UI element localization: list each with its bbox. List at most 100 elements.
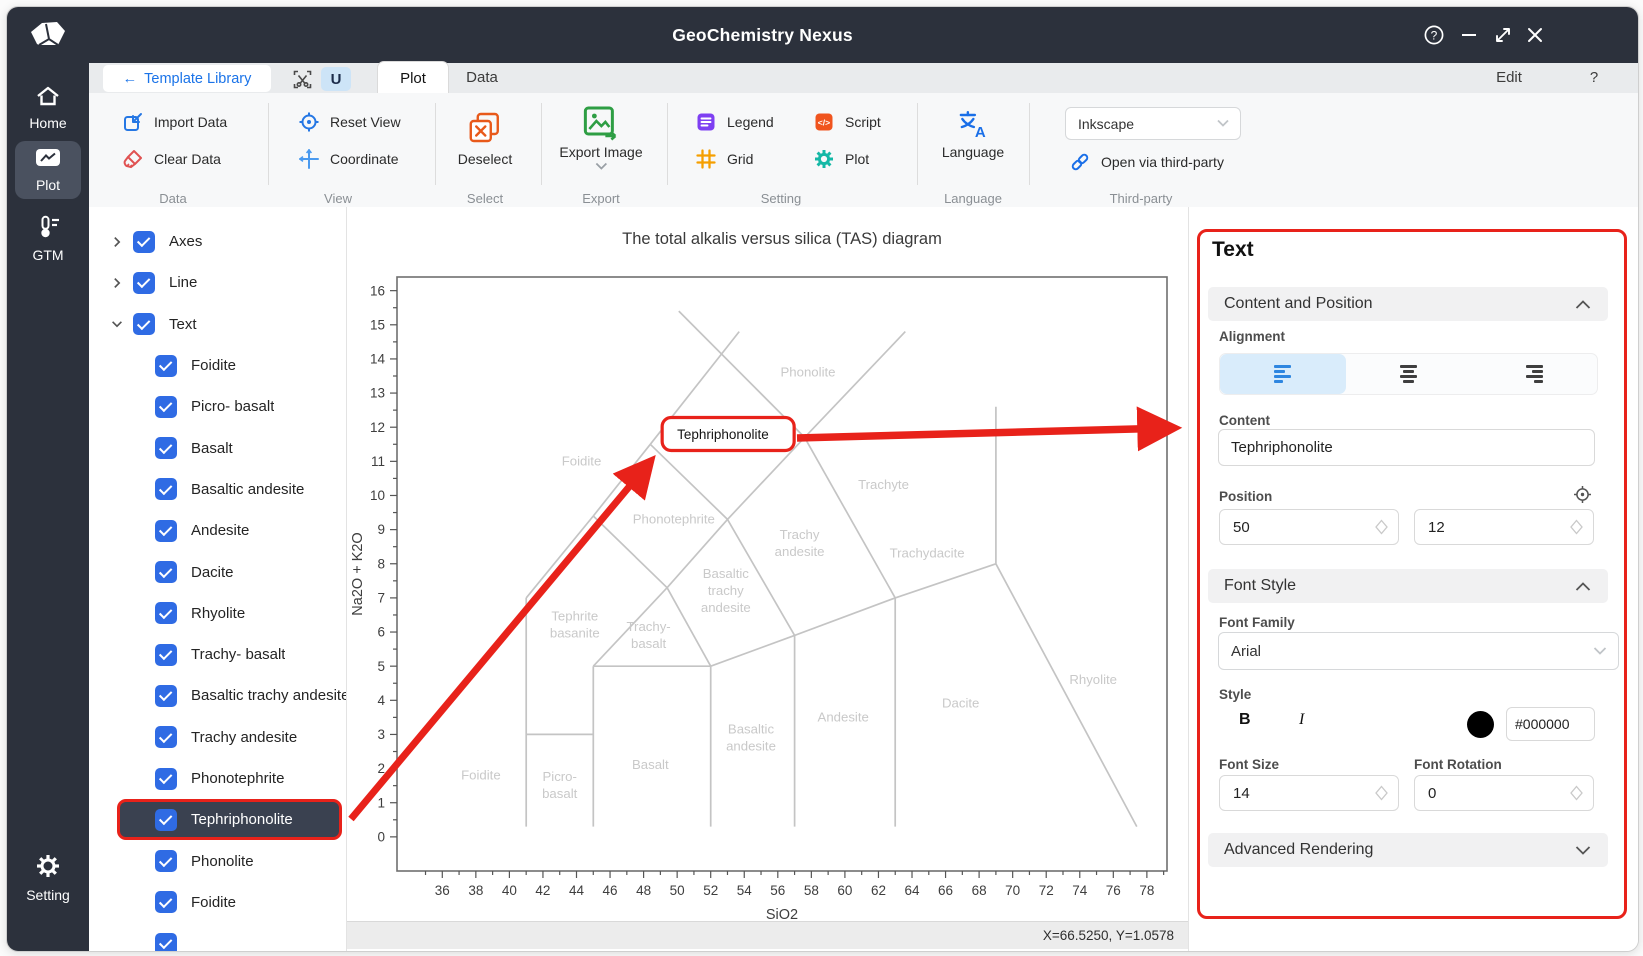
- checkbox-checked-icon[interactable]: [155, 519, 177, 542]
- chevron-right-icon[interactable]: [109, 234, 125, 250]
- sidebar-item-setting[interactable]: Setting: [7, 853, 89, 903]
- checkbox-checked-icon[interactable]: [155, 932, 177, 951]
- sidebar-item-gtm[interactable]: GTM: [7, 215, 89, 263]
- snip-icon[interactable]: [287, 67, 317, 91]
- plot-setting-button[interactable]: Plot: [813, 148, 869, 170]
- minimize-button[interactable]: [1455, 21, 1483, 49]
- checkbox-checked-icon[interactable]: [155, 643, 177, 666]
- bold-button[interactable]: B: [1239, 711, 1251, 728]
- chevron-down-icon[interactable]: [1574, 845, 1592, 856]
- checkbox-checked-icon[interactable]: [155, 891, 177, 914]
- align-center-button[interactable]: [1346, 354, 1472, 394]
- legend-button[interactable]: Legend: [695, 111, 774, 133]
- align-right-button[interactable]: [1471, 354, 1597, 394]
- tree-item-basaltic-andesite[interactable]: Basaltic andesite: [89, 469, 346, 510]
- tree-item-basalt[interactable]: Basalt: [89, 427, 346, 468]
- script-button[interactable]: </> Script: [813, 111, 881, 133]
- chevron-right-icon[interactable]: [109, 275, 125, 291]
- svg-text:38: 38: [468, 883, 483, 898]
- tree-item-text[interactable]: Text: [89, 304, 346, 345]
- tree-item-basaltic-trachy-andesite[interactable]: Basaltic trachy andesite: [89, 675, 346, 716]
- font-family-select[interactable]: Arial: [1218, 632, 1619, 670]
- tree-item-line[interactable]: Line: [89, 262, 346, 303]
- position-x-stepper[interactable]: [1219, 509, 1399, 545]
- section-font-style[interactable]: Font Style: [1208, 569, 1608, 603]
- help-menu[interactable]: ?: [1589, 69, 1599, 86]
- align-right-icon: [1525, 365, 1543, 383]
- tree-item-trachy-basalt[interactable]: Trachy- basalt: [89, 634, 346, 675]
- content-input[interactable]: [1218, 429, 1595, 466]
- checkbox-checked-icon[interactable]: [133, 271, 155, 294]
- coordinate-button[interactable]: Coordinate: [298, 148, 399, 170]
- tree-item-trachy-andesite[interactable]: Trachy andesite: [89, 717, 346, 758]
- position-target-icon[interactable]: [1573, 485, 1592, 509]
- tree-item-axes[interactable]: Axes: [89, 221, 346, 262]
- help-circle-icon[interactable]: ?: [1420, 21, 1448, 49]
- checkbox-checked-icon[interactable]: [155, 808, 177, 831]
- tas-chart[interactable]: The total alkalis versus silica (TAS) di…: [347, 207, 1188, 926]
- tree-item-foidite[interactable]: Foidite: [89, 882, 346, 923]
- edit-menu[interactable]: Edit: [1496, 69, 1522, 86]
- sidebar-item-home[interactable]: Home: [7, 85, 89, 131]
- checkbox-checked-icon[interactable]: [155, 437, 177, 460]
- tree-item-picro-basalt[interactable]: Picro- basalt: [89, 386, 346, 427]
- chevron-up-icon[interactable]: [1574, 581, 1592, 592]
- chevron-down-icon[interactable]: [109, 316, 125, 332]
- magnet-u-button[interactable]: U: [321, 67, 351, 91]
- reset-view-button[interactable]: Reset View: [298, 111, 401, 133]
- svg-text:40: 40: [502, 883, 517, 898]
- checkbox-checked-icon[interactable]: [155, 354, 177, 377]
- third-party-app-select[interactable]: Inkscape: [1065, 107, 1241, 140]
- window-title: GeoChemistry Nexus: [672, 25, 853, 45]
- tree-item-andesite[interactable]: Andesite: [89, 510, 346, 551]
- checkbox-checked-icon[interactable]: [155, 395, 177, 418]
- font-rotation-stepper[interactable]: [1414, 775, 1594, 811]
- color-hex-input[interactable]: [1506, 707, 1595, 741]
- grid-button[interactable]: Grid: [695, 148, 753, 170]
- content-label: Content: [1219, 413, 1270, 428]
- export-image-button[interactable]: Export Image: [559, 105, 643, 170]
- checkbox-checked-icon[interactable]: [155, 684, 177, 707]
- position-y-stepper[interactable]: [1414, 509, 1594, 545]
- checkbox-checked-icon[interactable]: [155, 767, 177, 790]
- maximize-button[interactable]: [1489, 21, 1517, 49]
- font-size-stepper[interactable]: [1219, 775, 1399, 811]
- chevron-down-icon: [595, 162, 607, 170]
- svg-text:Foidite: Foidite: [562, 453, 602, 468]
- italic-button[interactable]: I: [1299, 711, 1305, 728]
- color-swatch[interactable]: [1467, 711, 1494, 738]
- checkbox-checked-icon[interactable]: [133, 313, 155, 336]
- tree-item-phonotephrite[interactable]: Phonotephrite: [89, 758, 346, 799]
- tree-item-partial[interactable]: [89, 923, 346, 951]
- template-library-button[interactable]: ← Template Library: [103, 65, 271, 92]
- sidebar-item-plot[interactable]: Plot: [7, 147, 89, 193]
- svg-text:Tephrite: Tephrite: [551, 609, 598, 624]
- tree-item-dacite[interactable]: Dacite: [89, 551, 346, 592]
- checkbox-checked-icon[interactable]: [155, 478, 177, 501]
- tab-data[interactable]: Data: [466, 69, 498, 86]
- open-third-party-button[interactable]: Open via third-party: [1069, 151, 1224, 173]
- svg-text:basalt: basalt: [631, 636, 667, 651]
- tab-plot[interactable]: Plot: [377, 61, 449, 94]
- tree-item-rhyolite[interactable]: Rhyolite: [89, 593, 346, 634]
- checkbox-checked-icon[interactable]: [155, 726, 177, 749]
- checkbox-checked-icon[interactable]: [155, 561, 177, 584]
- group-caption-third-party: Third-party: [1109, 191, 1173, 206]
- clear-data-button[interactable]: Clear Data: [122, 148, 221, 170]
- section-content-position[interactable]: Content and Position: [1208, 287, 1608, 321]
- tree-item-foidite[interactable]: Foidite: [89, 345, 346, 386]
- cursor-coordinates: X=66.5250, Y=1.0578: [1042, 928, 1174, 943]
- layer-tree-panel: Axes Line Text Foidite Picro- basalt Basal…: [89, 207, 347, 951]
- checkbox-checked-icon[interactable]: [155, 602, 177, 625]
- close-button[interactable]: [1521, 21, 1549, 49]
- section-advanced-rendering[interactable]: Advanced Rendering: [1208, 833, 1608, 867]
- language-button[interactable]: A Language: [942, 109, 1004, 160]
- align-left-button[interactable]: [1220, 354, 1346, 394]
- chevron-up-icon[interactable]: [1574, 299, 1592, 310]
- deselect-button[interactable]: Deselect: [458, 109, 512, 167]
- tree-item-phonolite[interactable]: Phonolite: [89, 840, 346, 881]
- checkbox-checked-icon[interactable]: [155, 850, 177, 873]
- import-data-button[interactable]: Import Data: [122, 111, 227, 133]
- checkbox-checked-icon[interactable]: [133, 230, 155, 253]
- tree-item-tephriphonolite[interactable]: Tephriphonolite: [117, 799, 342, 841]
